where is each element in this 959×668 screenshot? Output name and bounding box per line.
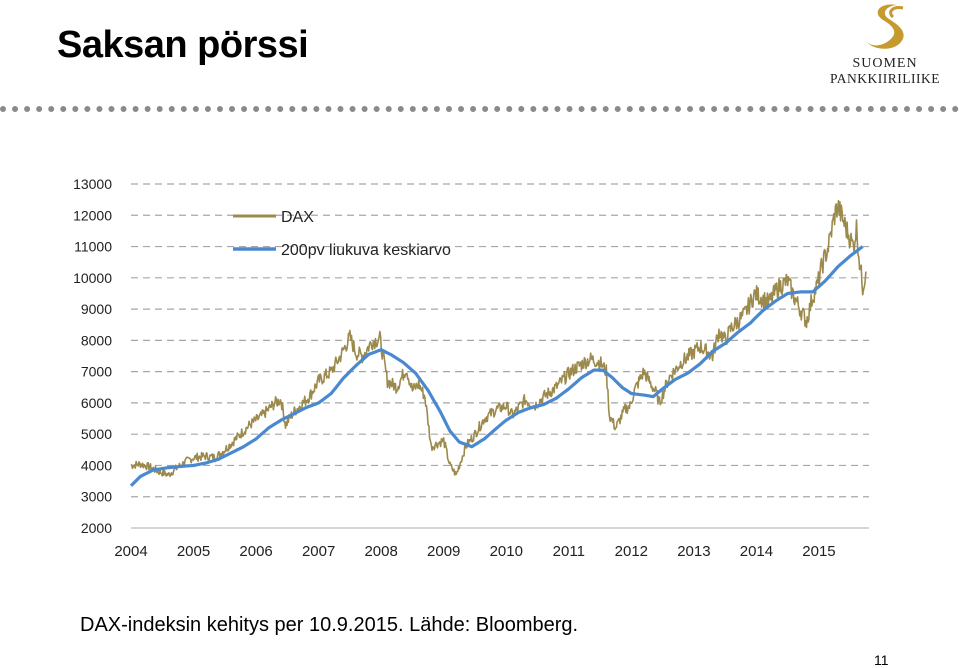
y-tick-label: 2000 <box>81 520 112 536</box>
y-tick-label: 3000 <box>81 489 112 505</box>
x-tick-label: 2013 <box>677 543 710 560</box>
x-tick-label: 2004 <box>114 543 147 560</box>
x-tick-label: 2009 <box>427 543 460 560</box>
logo-text-line1: SUOMEN <box>852 56 918 71</box>
y-tick-label: 12000 <box>73 207 112 223</box>
logo-text-line2: PANKKIIRILIIKE <box>830 71 940 86</box>
chart-caption: DAX-indeksin kehitys per 10.9.2015. Lähd… <box>80 614 579 636</box>
series-line-moving-average <box>129 245 864 487</box>
y-tick-label: 5000 <box>81 426 112 442</box>
y-tick-label: 13000 <box>73 176 112 192</box>
slide-title: Saksan pörssi <box>57 24 309 66</box>
legend-label: 200pv liukuva keskiarvo <box>281 242 451 259</box>
s-swoosh-logo-icon <box>867 4 904 49</box>
title-divider <box>0 106 959 112</box>
company-logo: SUOMEN PANKKIIRILIIKE <box>825 2 955 92</box>
y-tick-label: 8000 <box>81 332 112 348</box>
x-tick-label: 2010 <box>490 543 523 560</box>
legend-label: DAX <box>281 209 314 226</box>
x-tick-label: 2005 <box>177 543 210 560</box>
x-tick-label: 2014 <box>740 543 773 560</box>
x-tick-label: 2012 <box>615 543 648 560</box>
y-tick-label: 10000 <box>73 270 112 286</box>
y-tick-label: 9000 <box>81 301 112 317</box>
dax-line-chart: 2000 3000 4000 5000 6000 7000 8000 9000 10000 110… <box>73 176 869 560</box>
y-tick-label: 6000 <box>81 395 112 411</box>
x-tick-label: 2007 <box>302 543 335 560</box>
y-tick-label: 7000 <box>81 364 112 380</box>
page-number: 11 <box>874 652 889 668</box>
series-line-dax <box>130 199 867 478</box>
x-tick-label: 2015 <box>802 543 835 560</box>
y-tick-label: 4000 <box>81 457 112 473</box>
x-tick-label: 2006 <box>239 543 272 560</box>
x-tick-label: 2008 <box>364 543 397 560</box>
y-tick-label: 11000 <box>74 239 112 255</box>
x-tick-label: 2011 <box>553 543 585 560</box>
